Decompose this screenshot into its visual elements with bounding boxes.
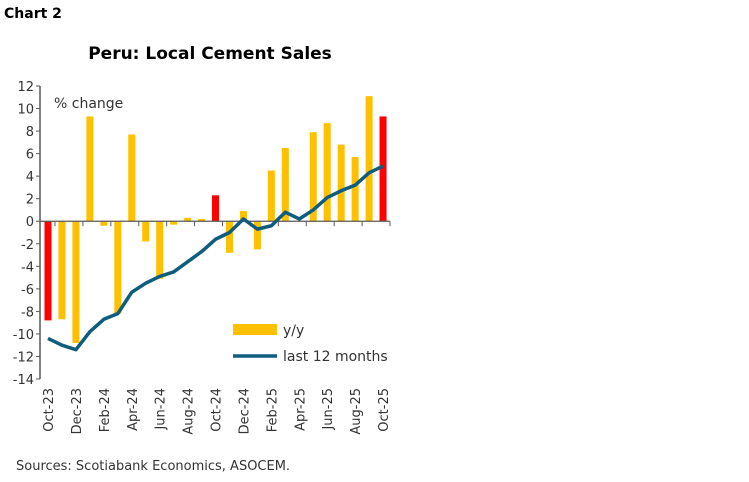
- bar-Dec-23: [72, 221, 80, 343]
- y-tick-label: -6: [21, 283, 34, 298]
- x-tick-label: Oct-25: [377, 388, 392, 432]
- legend-line-label: last 12 months: [283, 349, 388, 365]
- line-last-12-months: [47, 164, 384, 352]
- bar-Oct-25: [379, 116, 387, 222]
- bar-Aug-24: [184, 217, 192, 222]
- x-tick-label: Apr-25: [293, 388, 308, 431]
- y-tick-label: -10: [13, 328, 34, 343]
- x-tick-label: Oct-24: [210, 388, 225, 432]
- bar-Jun-24: [156, 221, 164, 279]
- chart-label: Chart 2: [4, 6, 62, 22]
- chart-title: Peru: Local Cement Sales: [88, 44, 332, 64]
- bar-Nov-23: [58, 221, 66, 320]
- y-tick-label: 4: [26, 170, 34, 185]
- y-tick-label: -14: [13, 373, 34, 388]
- bar-Apr-24: [128, 134, 136, 222]
- y-tick-label: -2: [21, 238, 34, 253]
- bar-Oct-23: [44, 221, 52, 321]
- bar-Sep-24: [198, 218, 206, 222]
- legend-bar-label: y/y: [283, 323, 304, 339]
- bar-Aug-25: [351, 156, 359, 222]
- bar-Mar-25: [281, 147, 289, 222]
- bar-Jan-25: [253, 221, 261, 250]
- bar-Oct-24: [212, 195, 220, 222]
- bar-Jun-25: [323, 123, 331, 222]
- bar-Jul-25: [337, 144, 345, 222]
- bar-Sep-25: [365, 96, 373, 222]
- legend-bar-swatch: [233, 324, 277, 335]
- bar-Mar-24: [114, 221, 122, 314]
- y-tick-label: 0: [26, 215, 34, 230]
- bar-Jan-24: [86, 116, 94, 222]
- x-tick-label: Dec-23: [70, 388, 85, 434]
- y-tick-label: -4: [21, 260, 34, 275]
- bar-May-25: [309, 132, 317, 222]
- bar-Nov-24: [225, 221, 233, 253]
- bar-Jul-24: [170, 221, 178, 225]
- bar-Feb-25: [267, 170, 275, 222]
- x-tick-label: Feb-24: [98, 388, 113, 432]
- x-tick-label: Aug-24: [182, 388, 197, 435]
- x-tick-label: Dec-24: [237, 388, 252, 434]
- bar-May-24: [142, 221, 150, 242]
- bar-Dec-24: [239, 211, 247, 222]
- bar-Feb-24: [100, 221, 108, 226]
- x-tick-label: Jun-24: [154, 388, 169, 431]
- y-tick-label: 2: [26, 193, 34, 208]
- y-tick-label: 8: [26, 125, 34, 140]
- y-tick-label: 12: [17, 80, 34, 95]
- y-tick-label: 6: [26, 148, 34, 163]
- x-tick-label: Feb-25: [265, 388, 280, 432]
- source-note: Sources: Scotiabank Economics, ASOCEM.: [16, 459, 291, 474]
- x-tick-label: Oct-23: [42, 388, 57, 432]
- x-tick-label: Jun-25: [321, 388, 336, 431]
- y-axis-label: % change: [54, 96, 123, 112]
- y-tick-label: -8: [21, 305, 34, 320]
- y-tick-label: 10: [17, 103, 34, 118]
- x-tick-label: Aug-25: [349, 388, 364, 435]
- x-tick-label: Apr-24: [126, 388, 141, 431]
- y-tick-label: -12: [13, 350, 34, 365]
